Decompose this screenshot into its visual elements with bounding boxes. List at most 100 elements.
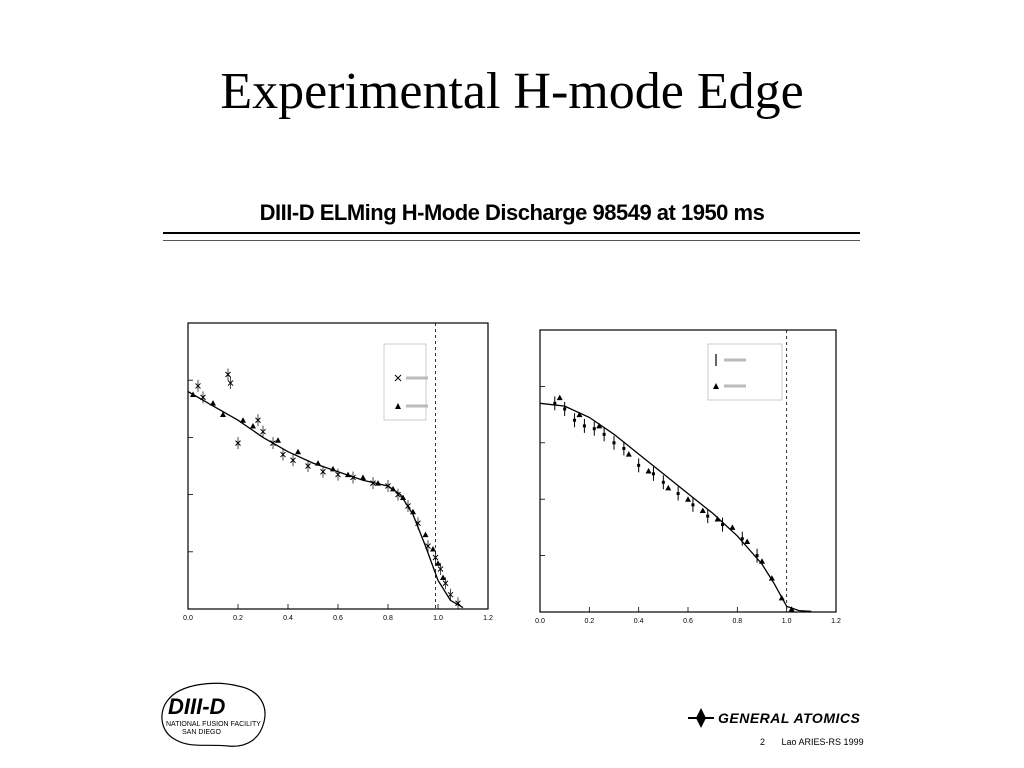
data-point-triangle bbox=[435, 560, 441, 566]
data-point-errorbar bbox=[691, 497, 695, 512]
data-point-triangle bbox=[190, 391, 196, 397]
data-point-triangle bbox=[275, 437, 281, 443]
data-point-triangle bbox=[625, 451, 632, 457]
data-point-triangle bbox=[440, 574, 446, 581]
data-point-x bbox=[305, 460, 311, 472]
data-point-triangle bbox=[778, 594, 785, 601]
ga-mark-diamond bbox=[696, 708, 706, 728]
data-point-triangle bbox=[250, 422, 256, 429]
data-point-x bbox=[227, 377, 234, 390]
data-point-triangle bbox=[345, 471, 351, 478]
data-point-triangle bbox=[330, 465, 336, 472]
page-number: 2 bbox=[760, 737, 766, 747]
x-tick-label: 1.0 bbox=[433, 615, 443, 622]
data-point-x bbox=[280, 448, 286, 461]
data-point-errorbar bbox=[651, 466, 655, 481]
x-tick-label: 0.0 bbox=[535, 618, 545, 625]
figure-title: DIII-D ELMing H-Mode Discharge 98549 at … bbox=[259, 200, 765, 225]
x-tick-label: 1.2 bbox=[831, 618, 841, 625]
data-point-triangle bbox=[410, 508, 416, 515]
x-tick-label: 0.2 bbox=[233, 615, 243, 622]
legend-frame bbox=[383, 343, 427, 421]
legend-marker bbox=[713, 383, 719, 389]
data-point-triangle bbox=[714, 515, 721, 522]
diii-d-logo-sub1: NATIONAL FUSION FACILITY bbox=[166, 721, 261, 728]
data-point-triangle bbox=[390, 485, 396, 492]
data-point-x bbox=[447, 588, 454, 601]
data-point-triangle bbox=[375, 480, 381, 486]
logo-outline bbox=[161, 682, 266, 747]
x-tick-label: 1.0 bbox=[782, 618, 792, 625]
data-point-x bbox=[425, 540, 431, 553]
data-point-triangle bbox=[430, 545, 436, 552]
data-point-x bbox=[260, 425, 266, 438]
data-point-errorbar bbox=[553, 396, 557, 411]
data-point-triangle bbox=[645, 468, 652, 474]
x-tick-label: 0.8 bbox=[732, 618, 742, 625]
data-point-triangle bbox=[360, 474, 366, 480]
data-point-errorbar bbox=[706, 509, 710, 524]
data-point-errorbar bbox=[637, 458, 641, 473]
data-point-x bbox=[415, 517, 421, 530]
data-point-errorbar bbox=[740, 531, 744, 546]
density-legend bbox=[383, 343, 427, 421]
data-point-errorbar bbox=[563, 401, 567, 416]
data-point-errorbar bbox=[661, 475, 665, 490]
fit-curve bbox=[539, 402, 812, 613]
general-atomics-logo-mark bbox=[688, 708, 714, 728]
data-point-triangle bbox=[220, 411, 226, 418]
data-point-triangle bbox=[685, 496, 691, 502]
data-point-triangle bbox=[699, 507, 706, 513]
data-point-errorbar bbox=[573, 413, 577, 428]
x-tick-label: 1.2 bbox=[483, 615, 493, 622]
legend-frame bbox=[707, 343, 783, 401]
x-tick-label: 0.6 bbox=[683, 618, 693, 625]
data-point-triangle bbox=[576, 411, 583, 418]
legend-marker bbox=[394, 374, 402, 382]
plot-frame bbox=[187, 322, 489, 610]
data-point-triangle bbox=[295, 448, 301, 455]
data-point-x bbox=[225, 368, 231, 381]
diii-d-logo-text: DIII-D bbox=[168, 694, 226, 719]
data-point-x bbox=[405, 500, 411, 513]
plot-frame bbox=[539, 329, 837, 613]
data-point-triangle bbox=[210, 400, 216, 406]
data-point-x bbox=[270, 437, 276, 450]
data-point-triangle bbox=[596, 422, 603, 429]
footer: 2 Lao ARIES-RS 1999 bbox=[760, 737, 878, 747]
data-point-x bbox=[432, 551, 439, 564]
data-point-errorbar bbox=[602, 427, 606, 442]
data-point-x bbox=[320, 465, 326, 478]
density-plot: 0.0 0.2 0.4 0.6 0.8 1.0 1.2 bbox=[183, 322, 493, 622]
data-point-triangle bbox=[729, 524, 736, 530]
data-point-x bbox=[395, 488, 401, 501]
data-point-x bbox=[255, 414, 261, 427]
x-tick-label: 0.4 bbox=[283, 615, 293, 622]
slide-title: Experimental H-mode Edge bbox=[220, 63, 804, 120]
data-point-errorbar bbox=[622, 441, 626, 456]
data-point-x bbox=[335, 468, 341, 481]
data-point-triangle bbox=[315, 460, 321, 466]
data-point-triangle bbox=[556, 394, 563, 401]
data-point-x bbox=[350, 471, 356, 484]
conference-label: Lao ARIES-RS 1999 bbox=[781, 737, 864, 747]
data-point-errorbar bbox=[582, 418, 586, 433]
general-atomics-logo-text: GENERAL ATOMICS bbox=[718, 710, 861, 726]
data-point-triangle bbox=[422, 531, 429, 538]
x-tick-label: 0.6 bbox=[333, 615, 343, 622]
x-tick-label: 0.4 bbox=[634, 618, 644, 625]
data-point-triangle bbox=[744, 538, 751, 544]
data-point-triangle bbox=[400, 494, 406, 500]
diii-d-logo-sub2: SAN DIEGO bbox=[182, 729, 221, 736]
x-tick-label: 0.8 bbox=[383, 615, 393, 622]
data-point-errorbar bbox=[755, 548, 759, 563]
diii-d-logo: DIII-D NATIONAL FUSION FACILITY SAN DIEG… bbox=[161, 682, 266, 747]
data-point-x bbox=[370, 477, 376, 490]
data-point-errorbar bbox=[676, 486, 680, 501]
data-point-errorbar bbox=[612, 435, 616, 450]
x-tick-label: 0.0 bbox=[183, 615, 193, 622]
data-point-x bbox=[290, 454, 296, 467]
data-point-triangle bbox=[768, 575, 775, 581]
legend-marker bbox=[395, 403, 401, 409]
